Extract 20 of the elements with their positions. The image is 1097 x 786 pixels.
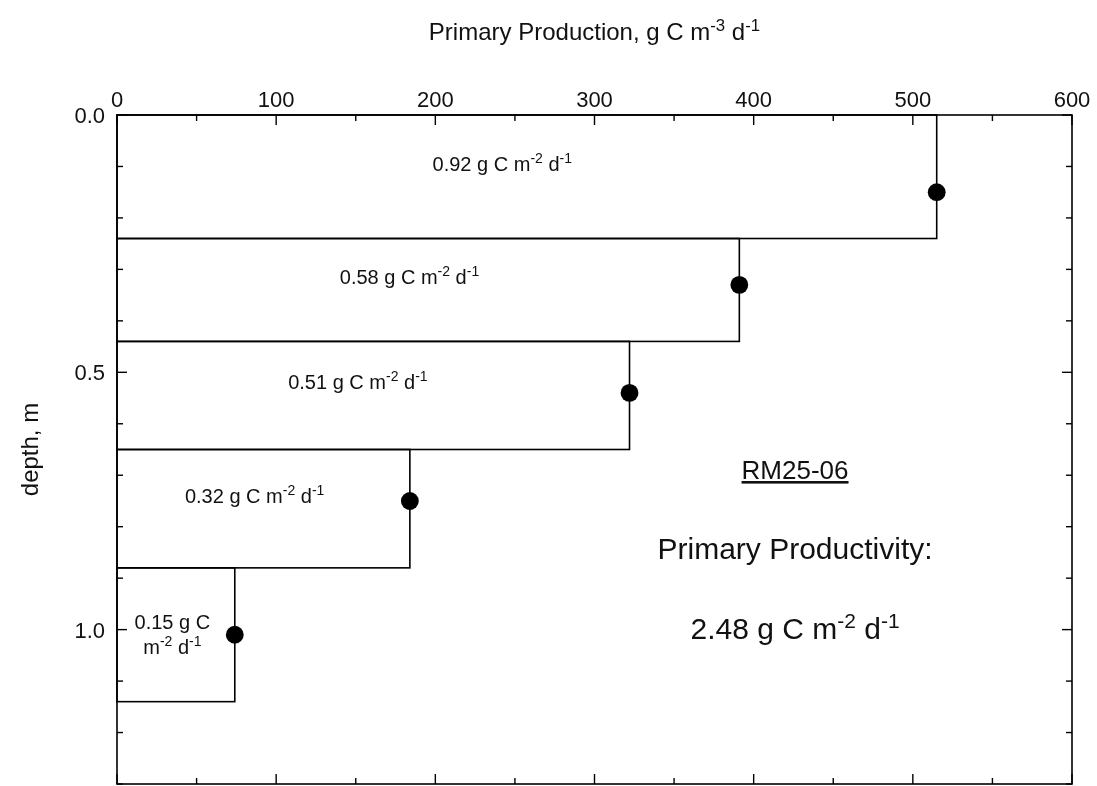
annotation: 2.48 g C m$^{-2}$ d$^{-1}$ — [690, 608, 900, 645]
y-tick-label: 0.5 — [74, 360, 105, 386]
x-tick-label: 500 — [894, 87, 932, 112]
x-tick-label: 400 — [735, 87, 773, 112]
annotation: Primary Productivity: — [657, 532, 933, 565]
x-tick-label: 0 — [110, 87, 124, 112]
y-axis-title: depth, m — [16, 402, 43, 497]
x-axis-title: Primary Production, g C m$^{-3}$ d$^{-1}$ — [428, 15, 761, 45]
annotation: 0.32 g C m$^{-2}$ d$^{-1}$ — [184, 481, 325, 507]
y-tick-label: 1.0 — [74, 617, 105, 643]
annotation: 0.92 g C m$^{-2}$ d$^{-1}$ — [432, 149, 573, 175]
annotation: RM25-06 — [741, 455, 849, 485]
y-tick-label: 0.0 — [74, 103, 105, 128]
x-tick-label: 300 — [576, 87, 613, 112]
annotation: 0.51 g C m$^{-2}$ d$^{-1}$ — [288, 368, 428, 394]
x-tick-label: 100 — [257, 87, 295, 112]
x-tick-label: 600 — [1053, 87, 1091, 112]
annotation: 0.58 g C m$^{-2}$ d$^{-1}$ — [339, 262, 480, 288]
x-tick-label: 200 — [416, 87, 454, 112]
annotation: 0.15 g C m$^{-2}$ d$^{-1}$ — [134, 611, 211, 659]
